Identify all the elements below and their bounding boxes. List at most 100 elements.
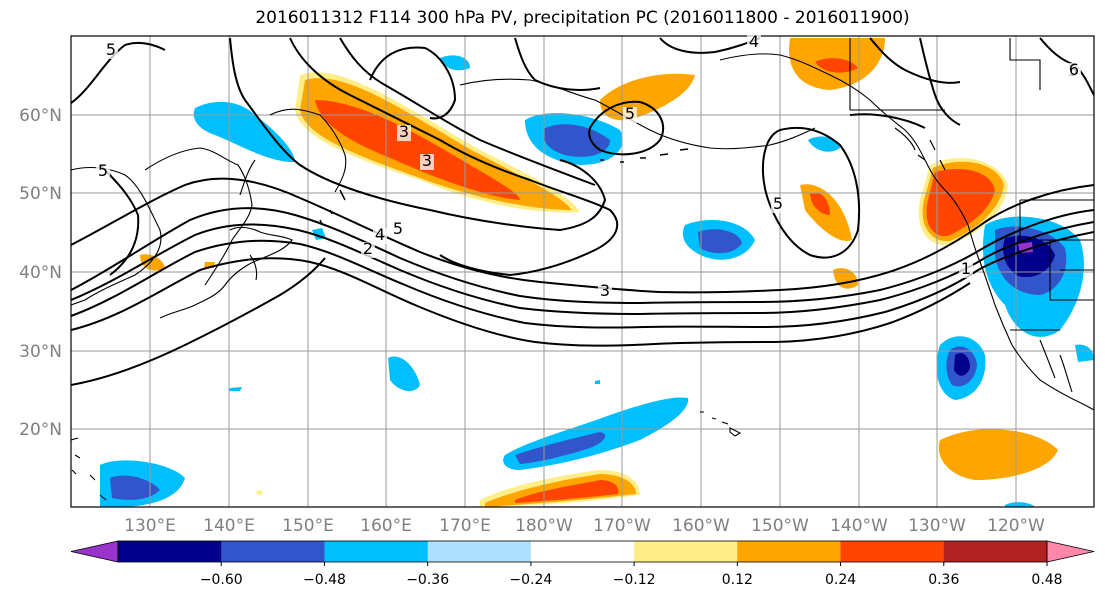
- longitude-label: 150°E: [282, 516, 334, 536]
- longitude-label: 170°E: [439, 516, 491, 536]
- pv-contour-line: [869, 37, 961, 84]
- pv-contour-line: [289, 37, 619, 277]
- pv-contour-line: [71, 177, 1094, 294]
- pv-contour-line: [229, 37, 607, 232]
- longitude-label: 140°W: [830, 516, 888, 536]
- contour-label-background: [771, 197, 785, 213]
- pv-contour-line: [339, 37, 596, 186]
- state-borders: [849, 38, 1094, 331]
- colorbar-tick-label: −0.36: [406, 572, 449, 588]
- longitude-label: 140°E: [203, 516, 255, 536]
- colorbar-segment: [530, 541, 635, 562]
- pv-contours: [71, 37, 1094, 386]
- contour-label: 3: [600, 281, 610, 300]
- colorbar-segment: [118, 541, 222, 562]
- contour-label: 6: [1069, 60, 1079, 79]
- contour-label-background: [959, 262, 973, 278]
- contour-labels: 55533454255316: [96, 32, 1081, 300]
- latitude-labels: 60°N 50°N 40°N 30°N 20°N: [19, 106, 62, 440]
- longitude-label: 170°W: [593, 516, 651, 536]
- colorbar: −0.60 −0.48 −0.36 −0.24 −0.12 0.12 0.24 0.36 0.4…: [70, 540, 1095, 588]
- colorbar-segment: [943, 541, 1048, 562]
- map-frame: [70, 35, 1095, 508]
- coastline-north-america: [869, 99, 1094, 411]
- colorbar-segment: [324, 541, 429, 562]
- contour-label: 5: [106, 40, 116, 59]
- pv-contour-line: [71, 207, 1094, 305]
- pv-contour-line: [71, 221, 1094, 316]
- contour-label-background: [104, 43, 118, 59]
- colorbar-segment: [221, 541, 325, 562]
- contour-label: 3: [422, 151, 432, 170]
- coastline-asia: [71, 166, 162, 306]
- colorbar-tick-label: 0.36: [928, 572, 959, 588]
- pv-contour-line: [849, 113, 926, 129]
- pv-contour-line: [71, 257, 326, 386]
- contour-label-background: [747, 35, 761, 51]
- contour-label-background: [623, 107, 637, 123]
- longitude-label: 120°W: [987, 516, 1045, 536]
- pv-contour-line: [588, 100, 665, 156]
- coastline-alaska: [459, 78, 816, 150]
- contour-label-background: [373, 228, 387, 244]
- longitude-label: 130°E: [124, 516, 176, 536]
- colorbar-extend-low: [70, 540, 119, 563]
- pv-contour-line: [514, 37, 601, 91]
- colorbar-tick-label: −0.12: [613, 572, 656, 588]
- longitude-label: 180°W: [515, 516, 573, 536]
- longitude-labels: 130°E 140°E 150°E 160°E 170°E 180°W 170°W 160°W…: [124, 516, 1045, 536]
- longitude-label: 160°E: [360, 516, 412, 536]
- colorbar-tick-label: 0.12: [722, 572, 753, 588]
- pv-contour-line: [761, 126, 861, 259]
- chart-title: 2016011312 F114 300 hPa PV, precipitatio…: [255, 8, 910, 28]
- colorbar-frame: [117, 540, 1048, 563]
- longitude-label: 130°W: [908, 516, 966, 536]
- pv-contour-line: [71, 231, 1094, 329]
- pv-contour-line: [71, 41, 166, 104]
- latitude-label: 60°N: [19, 106, 62, 126]
- colorbar-segment: [427, 541, 532, 562]
- contour-label: 5: [773, 194, 783, 213]
- colorbar-tick-label: −0.48: [303, 572, 346, 588]
- precipitation-shading: [100, 38, 1094, 507]
- contour-label-background: [397, 125, 411, 141]
- coastline-kamchatka: [269, 108, 347, 193]
- pv-contour-line: [99, 164, 140, 276]
- latitude-label: 40°N: [19, 263, 62, 283]
- contour-label-background: [1067, 63, 1081, 79]
- colorbar-segment: [840, 541, 945, 562]
- contour-label-background: [391, 222, 405, 238]
- contour-label: 5: [98, 161, 108, 180]
- colorbar-tick-label: −0.24: [509, 572, 552, 588]
- coastlines: [71, 38, 1094, 501]
- longitude-label: 150°W: [751, 516, 809, 536]
- latitude-label: 30°N: [19, 342, 62, 362]
- contour-label: 4: [749, 32, 759, 51]
- pv-contour-line: [71, 257, 971, 347]
- longitude-label: 160°W: [672, 516, 730, 536]
- contour-label: 4: [375, 225, 385, 244]
- hawaii: [700, 411, 742, 437]
- contour-label-background: [420, 154, 434, 170]
- colorbar-tick-label: −0.60: [200, 572, 243, 588]
- colorbar-tick-label: 0.24: [825, 572, 856, 588]
- contour-label-background: [361, 242, 375, 258]
- coastline-japan: [159, 226, 293, 319]
- contour-label: 3: [399, 122, 409, 141]
- latitude-label: 50°N: [19, 184, 62, 204]
- contour-label: 2: [363, 239, 373, 258]
- colorbar-tick-label: 0.48: [1031, 572, 1062, 588]
- contour-label: 5: [393, 219, 403, 238]
- precip-negative-east-asia: [193, 101, 295, 163]
- pv-contour-line: [369, 46, 457, 120]
- contour-label-background: [96, 164, 110, 180]
- colorbar-segment: [634, 541, 738, 562]
- contour-label: 5: [625, 104, 635, 123]
- contour-label-background: [598, 284, 612, 300]
- latitude-label: 20°N: [19, 420, 62, 440]
- colorbar-segment: [737, 541, 842, 562]
- contour-label: 1: [961, 259, 971, 278]
- colorbar-extend-high: [1046, 540, 1095, 563]
- pv-contour-line: [919, 37, 961, 126]
